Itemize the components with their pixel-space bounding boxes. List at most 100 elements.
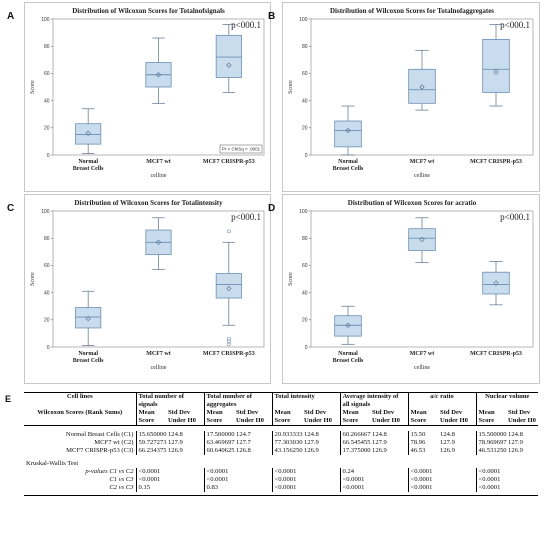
panel-b: B Distribution of Wilcoxon Scores for To… <box>268 2 540 192</box>
mean-score-cell: 66.234375 <box>135 447 167 455</box>
p-value-cell: <0.0001 <box>135 468 205 476</box>
header-group-5-ratio: ratio <box>440 393 454 400</box>
y-axis-label: Score <box>288 80 294 94</box>
p-value-cell: 0.83 <box>203 484 273 492</box>
box <box>334 120 362 148</box>
row-label: MCF7 wt (C2) <box>94 439 134 446</box>
panel-d: D Distribution of Wilcoxon Scores for ac… <box>268 194 540 384</box>
box <box>75 307 102 329</box>
subheader-mean: Mean Score <box>339 409 371 426</box>
mean-marker <box>155 239 162 245</box>
test-rows: p-values C1 vs C2 <0.0001 <0.0001 <0.0001 0.… <box>24 468 539 492</box>
header-group-4: Average intensity of all signals <box>339 392 409 409</box>
chart-d: Distribution of Wilcoxon Scores for acra… <box>288 199 534 371</box>
p-value-cell: <0.0001 <box>407 484 477 492</box>
test-label: C2 vs C3 <box>109 484 134 491</box>
table-row: MCF7 wt (C2) 59.727273 127.9 63.469697 127.7… <box>24 439 538 447</box>
x-category-label: Normal <box>338 351 358 357</box>
panel-c-letter: C <box>7 203 15 214</box>
wilcoxon-table: Cell lines Total number of signals Total… <box>24 392 539 496</box>
std-dev-cell: 124.8 <box>372 431 387 438</box>
y-tick-label: 20 <box>44 126 50 132</box>
subheader-mean: Mean Score <box>135 409 166 426</box>
mean-marker <box>345 322 351 328</box>
mean-score-cell: 15.650000 <box>135 431 167 439</box>
subheader-mean: Mean Score <box>475 409 507 426</box>
mean-marker <box>419 236 425 243</box>
outlier-point <box>226 342 231 347</box>
subheader-std: Std Dev Under H0 <box>236 409 264 424</box>
box <box>408 68 436 104</box>
x-category-label: Normal <box>338 159 358 165</box>
panel-e: Cell lines Total number of signals Total… <box>24 392 539 538</box>
mean-marker <box>493 280 499 286</box>
mean-score-cell: 60.266667 <box>339 431 371 439</box>
y-tick-label: 0 <box>47 345 50 351</box>
y-tick-label: 0 <box>47 153 50 159</box>
p-value-cell: <0.0001 <box>203 468 273 476</box>
mean-score-cell: 59.727273 <box>135 439 167 447</box>
kw-title-row: Kruskal-Wallis Test <box>24 460 538 468</box>
mean-score-cell: 78.969697 <box>475 439 507 447</box>
y-tick-label: 40 <box>302 98 308 104</box>
p-value-annotation: p<000.1 <box>231 20 261 30</box>
mean-score-cell: 17.375000 <box>339 447 371 455</box>
header-cell-lines-label: Cell lines <box>66 393 93 400</box>
p-value-cell: 0.24 <box>339 468 409 476</box>
y-tick-label: 40 <box>44 290 50 296</box>
header-group-2: Total number of aggregates <box>203 392 273 409</box>
x-category-label: Breast Cells <box>73 358 104 364</box>
x-category-label: Breast Cells <box>73 166 104 172</box>
y-axis-label: Score <box>30 80 36 94</box>
std-dev-cell: 127.7 <box>236 439 251 446</box>
panel-b-letter: B <box>268 11 276 22</box>
p-value-cell: 0.15 <box>135 484 205 492</box>
y-tick-label: 100 <box>41 17 50 23</box>
mean-score-cell: 60.640625 <box>203 447 235 455</box>
std-dev-cell: 124.7 <box>236 431 251 438</box>
std-dev-cell: 124.8 <box>440 431 455 438</box>
p-value-cell: <0.0001 <box>475 468 539 476</box>
p-value-cell: <0.0001 <box>203 476 273 484</box>
y-tick-label: 100 <box>299 209 308 215</box>
mean-score-cell: 43.156250 <box>271 447 303 455</box>
subheader-std: Std Dev Under H0 <box>440 409 468 424</box>
y-tick-label: 60 <box>302 71 308 77</box>
x-axis-label: celline <box>414 173 430 179</box>
y-tick-label: 80 <box>44 44 50 50</box>
x-category-label: Breast Cells <box>333 358 364 364</box>
test-legend-box <box>219 144 263 154</box>
box <box>408 228 436 251</box>
x-category-label: Normal <box>78 351 98 357</box>
y-axis-label: Score <box>30 272 36 286</box>
std-dev-cell: 127.9 <box>372 439 387 446</box>
mean-score-cell: 46.531250 <box>475 447 507 455</box>
y-axis-label: Score <box>288 272 294 286</box>
std-dev-cell: 126.9 <box>168 447 183 454</box>
mean-marker <box>85 130 91 136</box>
test-row: p-values C1 vs C2 <0.0001 <0.0001 <0.0001 0.… <box>24 468 539 476</box>
chart-b: Distribution of Wilcoxon Scores for Tota… <box>288 7 534 179</box>
box <box>215 34 242 78</box>
p-value-cell: <0.0001 <box>135 476 205 484</box>
subheader-mean: Mean Score <box>407 409 439 426</box>
outlier-point <box>226 336 231 341</box>
chart-title: Distribution of Wilcoxon Scores for Tota… <box>72 7 225 15</box>
chart-title: Distribution of Wilcoxon Scores for Tota… <box>74 199 223 207</box>
table-row: MCF7 CRISPR-p53 (C3) 66.234375 126.9 60.640… <box>24 447 538 455</box>
y-tick-label: 60 <box>44 263 50 269</box>
std-dev-cell: 127.9 <box>168 439 183 446</box>
p-value-cell: <0.0001 <box>339 476 409 484</box>
kw-title: Kruskal-Wallis Test <box>26 460 79 467</box>
y-tick-label: 20 <box>44 318 50 324</box>
p-value-cell: <0.0001 <box>475 476 539 484</box>
panel-e-letter: E <box>5 394 12 404</box>
panel-a-letter: A <box>7 11 15 22</box>
box <box>215 273 242 299</box>
y-tick-label: 100 <box>299 17 308 23</box>
test-row: C2 vs C3 0.15 0.83 <0.0001 <0.0001 <0.0001 <0.… <box>24 484 539 492</box>
std-dev-cell: 124.8 <box>508 431 523 438</box>
panel-d-letter: D <box>268 203 276 214</box>
p-value-annotation: p<000.1 <box>231 212 261 222</box>
mean-score-cell: 78.96 <box>407 439 439 447</box>
